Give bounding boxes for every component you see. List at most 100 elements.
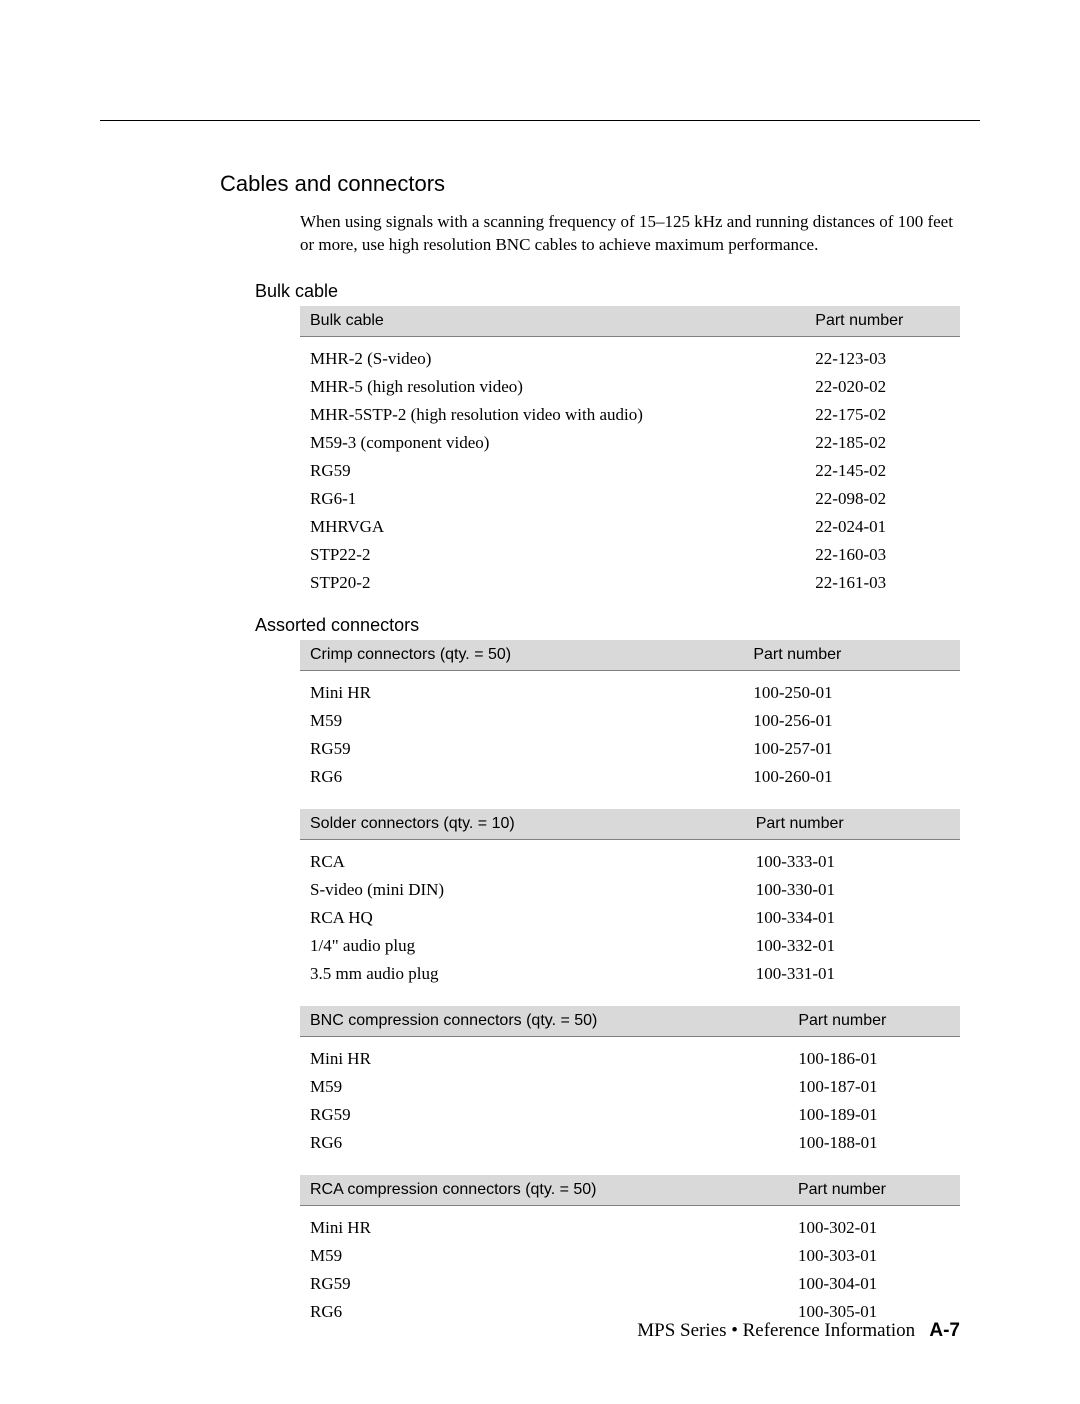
table-row: Mini HR100-250-01 xyxy=(300,670,960,707)
top-rule xyxy=(100,120,980,121)
table-cell: 22-145-02 xyxy=(805,457,960,485)
tables-container: Bulk cableBulk cablePart numberMHR-2 (S-… xyxy=(100,281,980,1326)
section-title: Cables and connectors xyxy=(220,171,980,197)
table-row: 1/4" audio plug100-332-01 xyxy=(300,932,960,960)
table-cell: MHR-5STP-2 (high resolution video with a… xyxy=(300,401,805,429)
table-header-cell: Solder connectors (qty. = 10) xyxy=(300,809,746,840)
table-row: RG59100-189-01 xyxy=(300,1101,960,1129)
table-cell: 100-260-01 xyxy=(743,763,960,791)
table-cell: S-video (mini DIN) xyxy=(300,876,746,904)
table-cell: STP20-2 xyxy=(300,569,805,597)
table-row: STP22-222-160-03 xyxy=(300,541,960,569)
table-cell: M59-3 (component video) xyxy=(300,429,805,457)
table-cell: 22-024-01 xyxy=(805,513,960,541)
table-cell: 22-160-03 xyxy=(805,541,960,569)
table-row: RG5922-145-02 xyxy=(300,457,960,485)
table-cell: RG59 xyxy=(300,457,805,485)
table-header-cell: RCA compression connectors (qty. = 50) xyxy=(300,1175,788,1206)
data-table: RCA compression connectors (qty. = 50)Pa… xyxy=(300,1175,960,1326)
table-cell: 1/4" audio plug xyxy=(300,932,746,960)
table-cell: STP22-2 xyxy=(300,541,805,569)
table-cell: 22-020-02 xyxy=(805,373,960,401)
table-row: Mini HR100-302-01 xyxy=(300,1205,960,1242)
data-table: Crimp connectors (qty. = 50)Part numberM… xyxy=(300,640,960,791)
table-cell: M59 xyxy=(300,1073,788,1101)
table-cell: 3.5 mm audio plug xyxy=(300,960,746,988)
table-row: MHR-5 (high resolution video)22-020-02 xyxy=(300,373,960,401)
table-cell: RCA HQ xyxy=(300,904,746,932)
table-cell: 100-186-01 xyxy=(788,1036,960,1073)
table-cell: 100-250-01 xyxy=(743,670,960,707)
table-header-cell: Crimp connectors (qty. = 50) xyxy=(300,640,743,671)
table-row: RG6100-188-01 xyxy=(300,1129,960,1157)
table-header-cell: Part number xyxy=(788,1175,960,1206)
table-row: RCA HQ100-334-01 xyxy=(300,904,960,932)
table-cell: MHRVGA xyxy=(300,513,805,541)
page-content: Cables and connectors When using signals… xyxy=(0,0,1080,1404)
table-cell: RG6 xyxy=(300,1129,788,1157)
table-cell: 100-330-01 xyxy=(746,876,960,904)
footer-page-number: A-7 xyxy=(929,1320,960,1341)
table-cell: 22-175-02 xyxy=(805,401,960,429)
intro-paragraph: When using signals with a scanning frequ… xyxy=(300,211,960,257)
table-cell: Mini HR xyxy=(300,670,743,707)
table-row: 3.5 mm audio plug100-331-01 xyxy=(300,960,960,988)
table-cell: Mini HR xyxy=(300,1205,788,1242)
table-row: Mini HR100-186-01 xyxy=(300,1036,960,1073)
table-cell: RG59 xyxy=(300,1101,788,1129)
table-row: RG6100-260-01 xyxy=(300,763,960,791)
table-row: RG59100-304-01 xyxy=(300,1270,960,1298)
table-cell: 22-185-02 xyxy=(805,429,960,457)
table-row: M59100-303-01 xyxy=(300,1242,960,1270)
table-cell: RG59 xyxy=(300,735,743,763)
table-row: RG59100-257-01 xyxy=(300,735,960,763)
table-cell: MHR-2 (S-video) xyxy=(300,336,805,373)
table-row: RCA100-333-01 xyxy=(300,839,960,876)
table-cell: 100-303-01 xyxy=(788,1242,960,1270)
table-cell: M59 xyxy=(300,707,743,735)
table-cell: RCA xyxy=(300,839,746,876)
table-row: M59-3 (component video)22-185-02 xyxy=(300,429,960,457)
table-header-cell: Bulk cable xyxy=(300,306,805,337)
table-header-cell: Part number xyxy=(788,1006,960,1037)
table-cell: 100-188-01 xyxy=(788,1129,960,1157)
page-footer: MPS Series • Reference Information A-7 xyxy=(637,1320,960,1342)
table-cell: MHR-5 (high resolution video) xyxy=(300,373,805,401)
sub-heading: Assorted connectors xyxy=(255,615,980,636)
table-cell: RG6 xyxy=(300,763,743,791)
table-cell: Mini HR xyxy=(300,1036,788,1073)
table-cell: 100-332-01 xyxy=(746,932,960,960)
table-cell: RG6-1 xyxy=(300,485,805,513)
table-row: MHR-5STP-2 (high resolution video with a… xyxy=(300,401,960,429)
table-cell: RG59 xyxy=(300,1270,788,1298)
table-cell: 100-333-01 xyxy=(746,839,960,876)
table-row: MHR-2 (S-video)22-123-03 xyxy=(300,336,960,373)
table-row: S-video (mini DIN)100-330-01 xyxy=(300,876,960,904)
table-cell: 100-256-01 xyxy=(743,707,960,735)
table-row: RG6-122-098-02 xyxy=(300,485,960,513)
table-cell: 22-161-03 xyxy=(805,569,960,597)
table-row: M59100-256-01 xyxy=(300,707,960,735)
data-table: Bulk cablePart numberMHR-2 (S-video)22-1… xyxy=(300,306,960,597)
table-header-cell: Part number xyxy=(743,640,960,671)
table-cell: M59 xyxy=(300,1242,788,1270)
table-cell: 100-331-01 xyxy=(746,960,960,988)
table-cell: 100-187-01 xyxy=(788,1073,960,1101)
table-header-cell: Part number xyxy=(805,306,960,337)
footer-text: MPS Series • Reference Information xyxy=(637,1320,915,1341)
data-table: BNC compression connectors (qty. = 50)Pa… xyxy=(300,1006,960,1157)
table-row: MHRVGA22-024-01 xyxy=(300,513,960,541)
table-header-cell: Part number xyxy=(746,809,960,840)
table-cell: 22-098-02 xyxy=(805,485,960,513)
table-cell: 100-189-01 xyxy=(788,1101,960,1129)
sub-heading: Bulk cable xyxy=(255,281,980,302)
data-table: Solder connectors (qty. = 10)Part number… xyxy=(300,809,960,988)
table-cell: 100-257-01 xyxy=(743,735,960,763)
table-cell: 100-302-01 xyxy=(788,1205,960,1242)
table-cell: 22-123-03 xyxy=(805,336,960,373)
table-row: STP20-222-161-03 xyxy=(300,569,960,597)
table-cell: 100-334-01 xyxy=(746,904,960,932)
table-cell: 100-304-01 xyxy=(788,1270,960,1298)
table-header-cell: BNC compression connectors (qty. = 50) xyxy=(300,1006,788,1037)
table-row: M59100-187-01 xyxy=(300,1073,960,1101)
